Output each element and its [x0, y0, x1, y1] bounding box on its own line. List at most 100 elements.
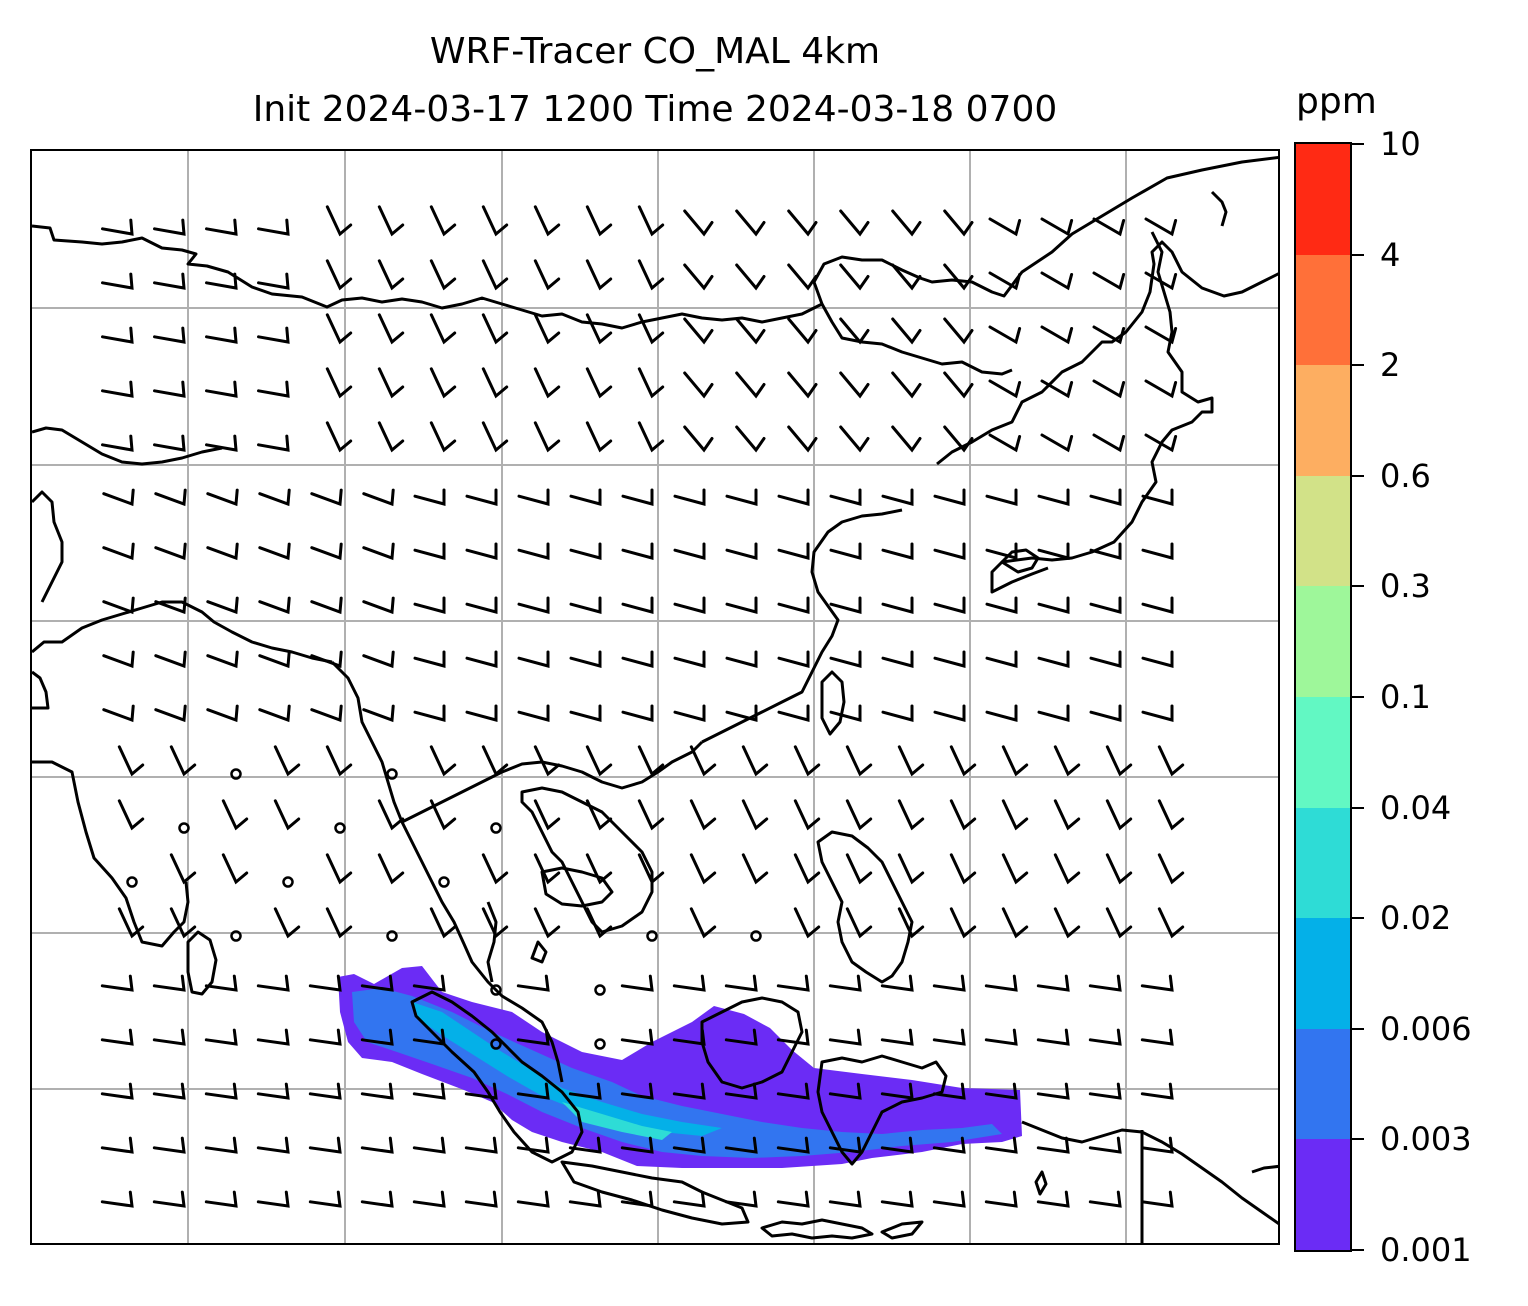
wind-barb	[585, 313, 613, 345]
wind-barb	[533, 205, 561, 237]
wind-barb	[152, 1082, 186, 1100]
wind-barb	[585, 367, 613, 399]
wind-barb	[429, 745, 457, 777]
wind-barb	[1037, 650, 1070, 668]
wind-barb	[828, 1028, 862, 1046]
wind-barb	[839, 371, 870, 399]
wind-barb	[153, 434, 186, 452]
wind-barb	[725, 650, 758, 668]
wind-barb	[533, 367, 561, 399]
colorbar-segment	[1296, 1139, 1350, 1250]
wind-barb	[273, 799, 301, 831]
wind-barb	[310, 542, 343, 561]
wind-barb	[1001, 907, 1029, 939]
wind-barb	[152, 1028, 186, 1046]
wind-barb	[829, 542, 862, 560]
wind-barb	[516, 1028, 550, 1046]
wind-barb	[517, 596, 550, 614]
wind-barb	[724, 1028, 758, 1046]
wind-barb	[943, 425, 974, 453]
wind-barb	[777, 650, 810, 668]
wind-barb	[1037, 704, 1070, 722]
wind-barb	[689, 853, 717, 885]
wind-barb	[481, 745, 509, 777]
colorbar-tick-label: 0.1	[1380, 678, 1431, 716]
wind-barb	[517, 704, 550, 722]
wind-barb	[839, 209, 870, 237]
wind-barb	[429, 799, 457, 831]
wind-barb	[1089, 704, 1122, 722]
wind-barb	[881, 488, 914, 506]
wind-barb	[102, 704, 135, 723]
calm-wind-marker	[386, 930, 398, 942]
wind-barb	[533, 907, 561, 939]
wind-barb	[897, 799, 925, 831]
wind-barb	[310, 650, 343, 669]
co-tracer-plume	[338, 966, 1022, 1168]
wind-barb	[154, 704, 187, 723]
colorbar-tick-label: 2	[1380, 346, 1401, 385]
wind-barb	[777, 542, 810, 560]
wind-barb	[377, 367, 405, 399]
wind-barb	[412, 974, 446, 992]
wind-barb	[1141, 704, 1174, 722]
wind-barb	[1157, 799, 1185, 831]
wind-barb	[273, 745, 301, 777]
wind-barb	[257, 326, 290, 344]
wind-barb	[984, 1028, 1018, 1046]
wind-barb	[100, 1190, 134, 1208]
wind-barb	[880, 1082, 914, 1100]
wind-barb	[568, 1190, 602, 1208]
wind-barb	[1088, 1136, 1122, 1154]
colorbar-segment	[1296, 807, 1350, 919]
wind-barb	[620, 1190, 654, 1208]
wind-barb	[1089, 596, 1122, 614]
wind-barb	[205, 434, 238, 452]
wind-barb	[362, 704, 395, 723]
wind-barb	[725, 488, 758, 506]
colorbar-tick	[1352, 253, 1364, 256]
wind-barb	[683, 371, 714, 399]
wind-barb	[516, 1190, 550, 1208]
wind-barb	[891, 425, 922, 453]
wind-barb	[1088, 974, 1122, 992]
wind-barb	[412, 1028, 446, 1046]
wind-barb	[683, 425, 714, 453]
calm-wind-marker	[490, 1038, 502, 1050]
wind-barb	[1088, 1082, 1122, 1100]
wind-barb	[325, 367, 353, 399]
wind-barb	[517, 542, 550, 560]
wind-barb	[787, 317, 818, 345]
wind-barb	[776, 1028, 810, 1046]
wind-barb	[258, 704, 291, 723]
wind-barb	[1001, 799, 1029, 831]
wind-barb	[204, 1136, 238, 1154]
wind-barb	[881, 542, 914, 560]
wind-barb	[152, 1136, 186, 1154]
wind-barb	[362, 542, 395, 561]
wind-barb	[360, 1136, 394, 1154]
wind-barb	[1105, 907, 1133, 939]
wind-barb	[943, 263, 974, 291]
wind-barb	[932, 1136, 966, 1154]
wind-barb	[725, 542, 758, 560]
wind-barb	[1157, 907, 1185, 939]
wind-barb	[1088, 1190, 1122, 1208]
wind-barb	[117, 799, 145, 831]
wind-barb	[1001, 745, 1029, 777]
wind-barb	[481, 853, 509, 885]
wind-barb	[984, 1136, 1018, 1154]
wind-barb	[1092, 271, 1126, 291]
wind-barb	[777, 704, 810, 722]
wind-barb	[985, 704, 1018, 722]
wind-barb	[637, 745, 665, 777]
wind-barb	[1001, 853, 1029, 885]
colorbar-tick	[1352, 806, 1364, 809]
wind-barb	[377, 421, 405, 453]
wind-barb	[672, 974, 706, 992]
wind-barb	[787, 209, 818, 237]
wind-barb	[533, 745, 561, 777]
wind-barb	[1140, 974, 1174, 992]
wind-barb	[776, 1190, 810, 1208]
wind-barb	[429, 367, 457, 399]
